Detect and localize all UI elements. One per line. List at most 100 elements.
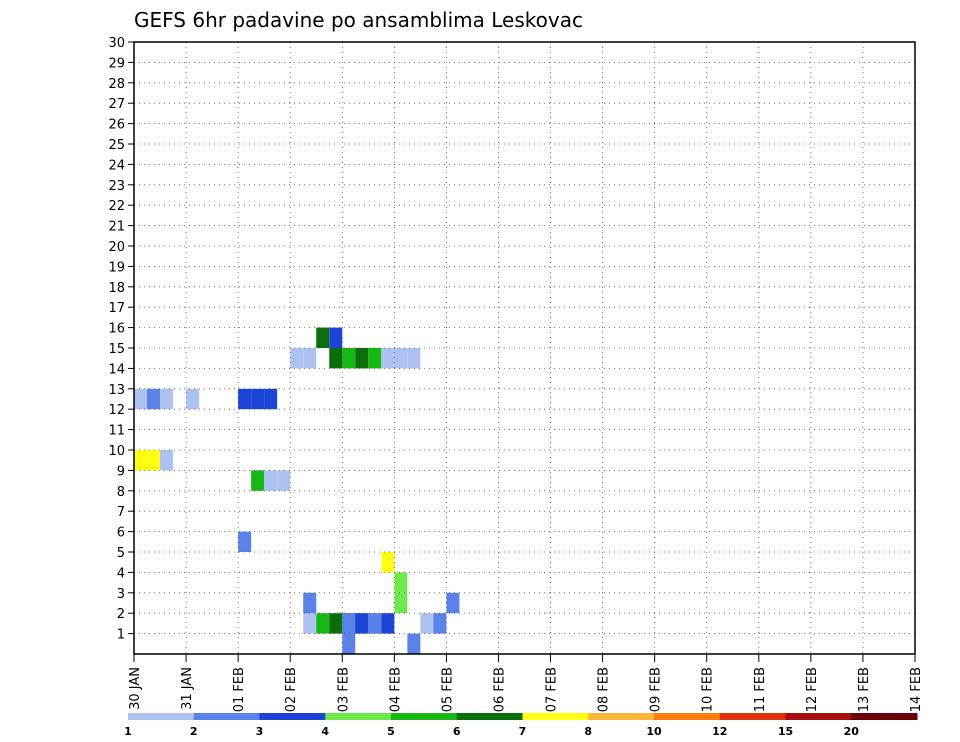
x-tick-label: 02 FEB [284, 667, 299, 712]
heatmap-cell [147, 388, 161, 410]
heatmap-cell [264, 470, 278, 491]
x-tick-label: 11 FEB [753, 667, 768, 712]
x-tick-label: 31 JAN [180, 667, 195, 710]
grid-lines [134, 42, 915, 654]
colorbar-swatch [325, 713, 392, 720]
heatmap-cell [316, 613, 330, 634]
x-tick-label: 13 FEB [857, 667, 872, 712]
y-tick-label: 27 [108, 97, 125, 112]
heatmap-cell [368, 613, 382, 634]
colorbar-swatch [851, 713, 918, 720]
heatmap-cell [342, 613, 356, 634]
x-axis: 30 JAN 31 JAN 01 FEB 02 FEB 03 FEB 04 FEB 05 F… [128, 654, 924, 712]
y-tick-label: 2 [117, 607, 125, 622]
colorbar-swatch [259, 713, 326, 720]
heatmap-cell [394, 348, 408, 369]
heatmap-cell [446, 592, 460, 614]
x-tick-label: 05 FEB [440, 667, 455, 712]
heatmap-cell [134, 388, 148, 410]
heatmap-cell [342, 348, 356, 369]
y-tick-label: 15 [108, 342, 125, 357]
heatmap-cell [290, 348, 304, 369]
x-tick-label: 30 JAN [128, 667, 143, 710]
colorbar-swatch [654, 713, 721, 720]
heatmap-cell [407, 633, 421, 654]
y-tick-label: 25 [108, 138, 125, 153]
colorbar-swatch [719, 713, 786, 720]
heatmap-cell [381, 348, 395, 369]
y-tick-label: 11 [108, 424, 125, 439]
heatmap-cell [251, 470, 265, 491]
y-tick-label: 17 [108, 301, 125, 316]
heatmap-cell [303, 613, 317, 634]
colorbar-swatch [391, 713, 458, 720]
y-tick-label: 21 [108, 220, 125, 235]
heatmap-cell [394, 572, 408, 593]
y-tick-label: 7 [117, 505, 125, 520]
y-tick-label: 29 [108, 56, 125, 71]
x-tick-label: 10 FEB [701, 667, 716, 712]
heatmap-cell [329, 348, 343, 369]
x-tick-label: 01 FEB [232, 667, 247, 712]
x-tick-label: 04 FEB [388, 667, 403, 712]
heatmap-cell [381, 613, 395, 634]
y-tick-label: 12 [108, 403, 125, 418]
y-tick-label: 22 [108, 199, 125, 214]
y-tick-label: 30 [108, 36, 125, 51]
y-tick-label: 5 [117, 546, 125, 561]
y-tick-label: 3 [117, 587, 125, 602]
x-tick-label: 06 FEB [492, 667, 507, 712]
heatmap-cell [238, 531, 252, 552]
heatmap-cell [160, 388, 174, 410]
y-tick-label: 9 [117, 464, 125, 479]
x-tick-label: 07 FEB [545, 667, 560, 712]
heatmap-cell [355, 348, 369, 369]
heatmap-cell [329, 613, 343, 634]
colorbar-swatch [522, 713, 589, 720]
chart-title: GEFS 6hr padavine po ansamblima Leskovac [134, 8, 583, 32]
colorbar-label: 2 [190, 725, 198, 738]
y-tick-label: 1 [117, 628, 125, 643]
heatmap-cell [238, 388, 252, 410]
colorbar-swatch [193, 713, 260, 720]
heatmap-cell [160, 450, 174, 471]
y-tick-label: 16 [108, 322, 125, 337]
y-tick-label: 18 [108, 281, 125, 296]
x-tick-label: 09 FEB [649, 667, 664, 712]
colorbar-label: 3 [256, 725, 264, 738]
x-tick-label: 03 FEB [336, 667, 351, 712]
colorbar-label: 6 [453, 725, 461, 738]
colorbar-swatch [128, 713, 195, 720]
heatmap-cell [264, 388, 278, 410]
x-tick-label: 14 FEB [909, 667, 924, 712]
y-tick-label: 4 [117, 566, 125, 581]
heatmap-cell [316, 327, 330, 348]
y-tick-label: 13 [108, 383, 125, 398]
colorbar-label: 7 [519, 725, 527, 738]
x-tick-label: 08 FEB [597, 667, 612, 712]
cells-layer [134, 327, 460, 654]
colorbar: 1 2 3 4 5 6 7 8 10 12 15 20 [124, 713, 918, 738]
colorbar-label: 4 [321, 725, 329, 738]
colorbar-label: 1 [124, 725, 132, 738]
heatmap-cell [134, 450, 148, 471]
colorbar-label: 10 [646, 725, 662, 738]
heatmap-cell [394, 592, 408, 614]
heatmap-cell [342, 633, 356, 654]
heatmap-cell [329, 327, 343, 348]
y-tick-label: 10 [108, 444, 125, 459]
heatmap-cell [381, 552, 395, 573]
heatmap-cell [147, 450, 161, 471]
heatmap-cell [186, 388, 200, 410]
y-tick-label: 6 [117, 526, 125, 541]
y-tick-label: 26 [108, 118, 125, 133]
colorbar-label: 15 [778, 725, 793, 738]
y-axis: 1234567891011121314151617181920212223242… [108, 36, 134, 643]
heatmap-cell [368, 348, 382, 369]
colorbar-label: 5 [387, 725, 395, 738]
heatmap-cell [251, 388, 265, 410]
heatmap-cell [303, 592, 317, 614]
colorbar-swatch [456, 713, 523, 720]
y-tick-label: 20 [108, 240, 125, 255]
